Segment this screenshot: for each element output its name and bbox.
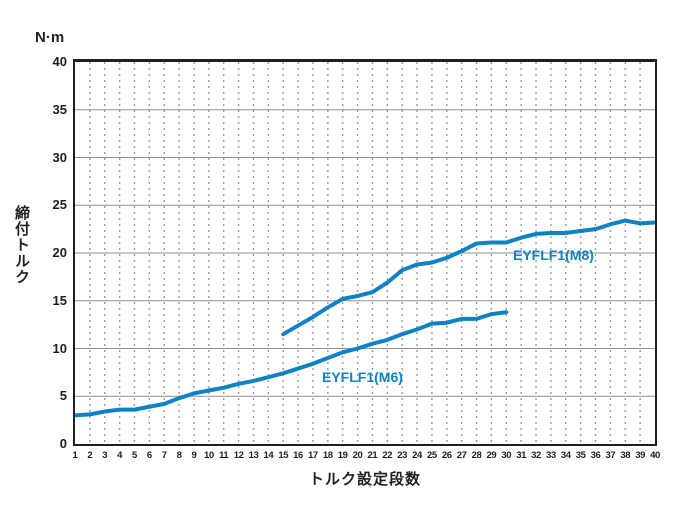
x-tick-label: 23: [397, 450, 408, 461]
x-tick-label: 16: [293, 450, 303, 461]
plot-area: [73, 59, 657, 446]
x-tick-label: 20: [352, 450, 363, 461]
x-tick-label: 25: [427, 450, 437, 461]
x-tick-label: 37: [605, 450, 616, 461]
x-tick-label: 12: [233, 450, 244, 461]
x-tick-label: 14: [263, 450, 274, 461]
x-tick-label: 36: [590, 450, 601, 461]
x-tick-label: 34: [560, 450, 571, 461]
x-tick-label: 33: [546, 450, 556, 461]
x-tick-label: 7: [161, 450, 167, 461]
x-tick-label: 26: [441, 450, 452, 461]
x-tick-label: 13: [248, 450, 259, 461]
x-tick-label: 27: [456, 450, 467, 461]
x-tick-label: 19: [337, 450, 348, 461]
x-tick-label: 38: [620, 450, 631, 461]
y-tick-label: 35: [52, 101, 67, 117]
x-tick-label: 24: [412, 450, 422, 461]
y-tick-label: 5: [59, 388, 67, 404]
x-tick-label: 28: [471, 450, 482, 461]
x-axis-title: トルク設定段数: [308, 471, 421, 488]
x-tick-label: 11: [219, 450, 229, 461]
y-axis-title: 締付トルク: [13, 205, 30, 285]
chart-canvas: [75, 62, 655, 444]
series-line-m6: [75, 310, 509, 418]
x-tick-label: 17: [308, 450, 318, 461]
x-tick-label: 1: [72, 450, 78, 461]
x-tick-label: 21: [367, 450, 378, 461]
series-label-eyflf1-m6: EYFLF1(M6): [322, 369, 403, 385]
series-line-m8: [281, 218, 655, 337]
series-label-eyflf1-m8: EYFLF1(M8): [513, 247, 594, 263]
x-tick-label: 30: [501, 450, 512, 461]
x-tick-label: 10: [203, 450, 214, 461]
x-tick-label: 3: [102, 450, 108, 461]
y-tick-label: 40: [52, 54, 67, 69]
y-tick-label: 20: [52, 245, 67, 260]
x-tick-label: 40: [650, 450, 660, 461]
x-tick-label: 6: [146, 450, 152, 461]
y-tick-label: 0: [59, 436, 67, 451]
x-tick-label: 35: [575, 450, 586, 461]
x-tick-label: 4: [117, 450, 123, 461]
x-tick-label: 39: [635, 450, 646, 461]
y-tick-label: 30: [52, 149, 67, 165]
x-tick-label: 29: [486, 450, 497, 461]
y-tick-label: 25: [52, 197, 67, 213]
x-tick-label: 2: [87, 450, 93, 461]
y-tick-label: 10: [52, 340, 67, 356]
x-tick-label: 22: [382, 450, 393, 461]
x-tick-label: 32: [531, 450, 541, 461]
x-tick-label: 8: [176, 450, 182, 461]
y-axis-unit-label: N·m: [35, 29, 65, 46]
y-tick-label: 15: [52, 292, 67, 308]
x-tick-label: 9: [191, 450, 197, 461]
x-tick-label: 18: [322, 450, 333, 461]
x-tick-label: 5: [132, 450, 137, 461]
x-tick-label: 31: [516, 450, 527, 461]
x-tick-label: 15: [278, 450, 289, 461]
